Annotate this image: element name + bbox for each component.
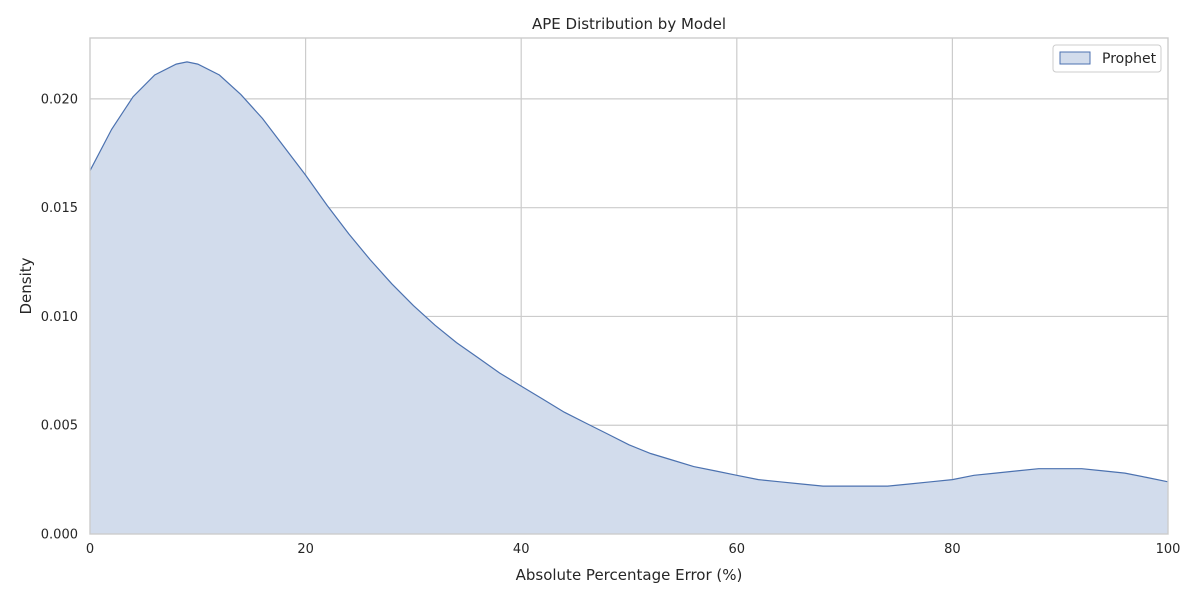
y-tick-label: 0.020 bbox=[41, 92, 78, 107]
y-tick-label: 0.015 bbox=[41, 201, 78, 216]
legend: Prophet bbox=[1052, 44, 1162, 73]
y-tick-label: 0.010 bbox=[41, 310, 78, 325]
chart-title: APE Distribution by Model bbox=[532, 15, 726, 33]
x-axis-ticks: 0 20 40 60 80 100 bbox=[86, 542, 1181, 557]
y-axis-ticks: 0.000 0.005 0.010 0.015 0.020 bbox=[41, 92, 78, 542]
legend-label: Prophet bbox=[1102, 51, 1157, 67]
x-tick-label: 0 bbox=[86, 542, 94, 557]
x-tick-label: 20 bbox=[297, 542, 314, 557]
x-tick-label: 100 bbox=[1156, 542, 1181, 557]
y-axis-label: Density bbox=[17, 257, 35, 314]
y-tick-label: 0.000 bbox=[41, 528, 78, 543]
x-tick-label: 40 bbox=[513, 542, 530, 557]
x-tick-label: 80 bbox=[944, 542, 961, 557]
x-axis-label: Absolute Percentage Error (%) bbox=[516, 566, 743, 584]
legend-swatch bbox=[1059, 51, 1091, 65]
plot-frame bbox=[89, 37, 1169, 535]
plot-series bbox=[89, 61, 1169, 535]
x-tick-label: 60 bbox=[729, 542, 746, 557]
y-tick-label: 0.005 bbox=[41, 419, 78, 434]
series-area-fill bbox=[90, 61, 1168, 535]
series-line bbox=[89, 61, 1169, 487]
